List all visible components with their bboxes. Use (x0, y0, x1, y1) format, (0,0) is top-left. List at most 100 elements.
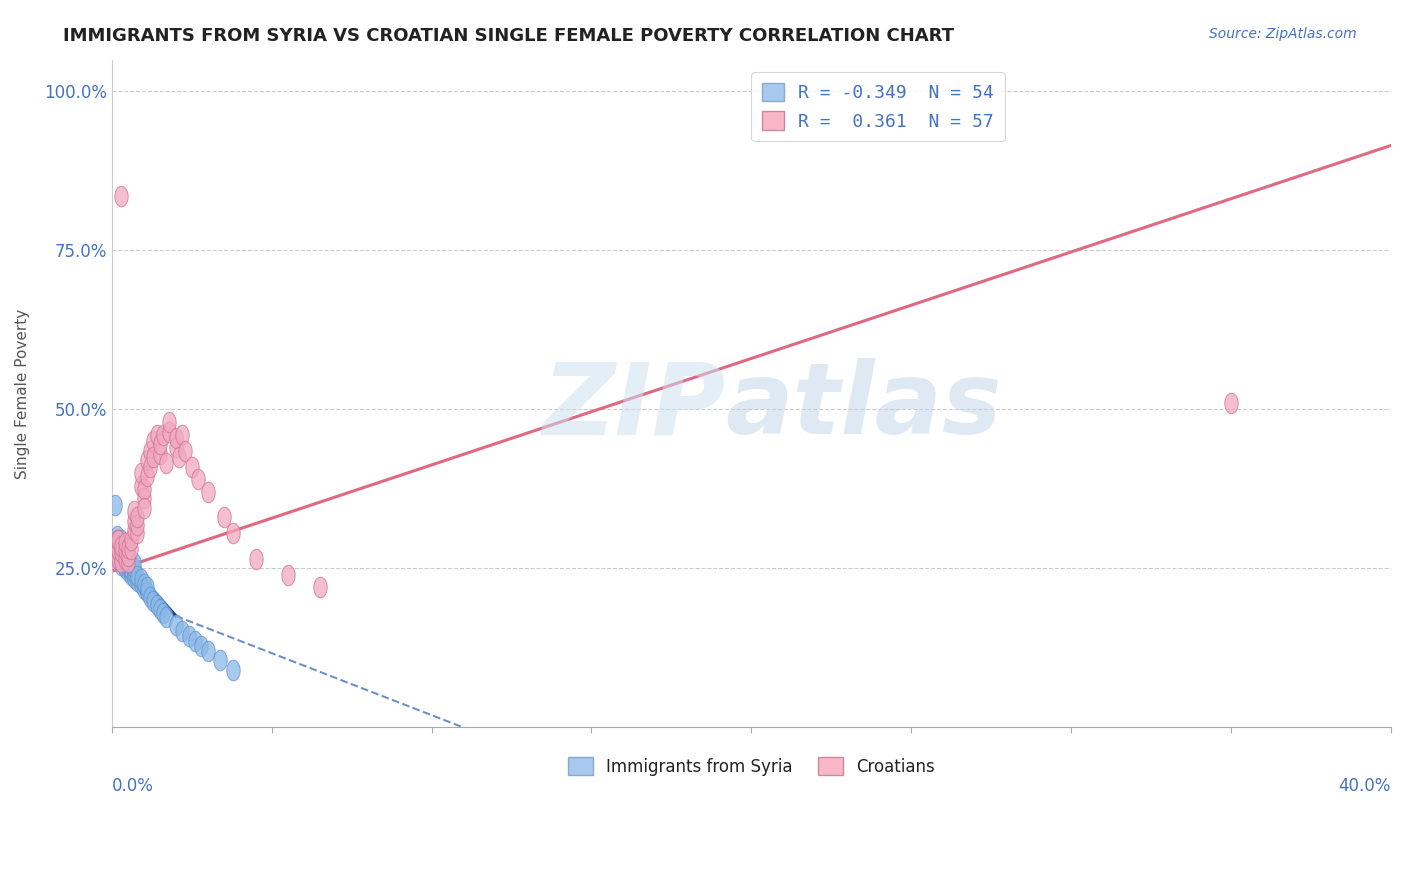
Y-axis label: Single Female Poverty: Single Female Poverty (15, 309, 30, 478)
Point (103, 551, 125, 566)
Point (145, 427, 167, 442)
Point (122, 504, 145, 518)
Point (122, 523, 145, 537)
Point (132, 491, 155, 506)
Point (165, 618, 187, 632)
Point (139, 590, 162, 604)
Point (136, 585, 159, 599)
Text: IMMIGRANTS FROM SYRIA VS CROATIAN SINGLE FEMALE POVERTY CORRELATION CHART: IMMIGRANTS FROM SYRIA VS CROATIAN SINGLE… (63, 27, 955, 45)
Point (110, 551, 132, 566)
Point (149, 447, 172, 461)
Point (107, 543, 129, 558)
Point (107, 533, 129, 547)
Point (104, 539, 127, 553)
Point (103, 551, 125, 566)
Point (132, 582, 155, 596)
Point (114, 551, 136, 566)
Point (308, 580, 330, 594)
Point (107, 539, 129, 553)
Point (145, 598, 167, 612)
Point (117, 549, 139, 563)
Point (104, 536, 127, 550)
Point (104, 545, 127, 559)
Point (129, 466, 152, 480)
Point (177, 629, 200, 643)
Point (155, 456, 177, 470)
Text: atlas: atlas (725, 359, 1002, 455)
Point (167, 450, 190, 464)
Point (117, 545, 139, 559)
Point (120, 533, 142, 547)
Point (127, 574, 149, 588)
Text: Source: ZipAtlas.com: Source: ZipAtlas.com (1209, 27, 1357, 41)
Point (157, 415, 180, 429)
Point (110, 549, 132, 563)
Point (114, 561, 136, 575)
Point (136, 580, 159, 594)
Point (165, 441, 187, 455)
Point (245, 551, 267, 566)
Point (152, 427, 174, 442)
Point (117, 549, 139, 564)
Point (212, 510, 235, 524)
Point (107, 551, 129, 566)
Point (114, 536, 136, 550)
Point (117, 555, 139, 569)
Point (129, 478, 152, 492)
Point (127, 526, 149, 541)
Point (129, 572, 152, 586)
Text: 0.0%: 0.0% (111, 777, 153, 796)
Point (127, 518, 149, 533)
Point (172, 427, 194, 442)
Point (149, 437, 172, 451)
Point (120, 567, 142, 582)
Point (184, 633, 207, 648)
Point (132, 500, 155, 515)
Point (149, 602, 172, 616)
Point (122, 566, 145, 580)
Point (277, 567, 299, 582)
Point (139, 459, 162, 474)
Point (136, 469, 159, 483)
Point (129, 577, 152, 591)
Point (110, 543, 132, 558)
Legend: Immigrants from Syria, Croatians: Immigrants from Syria, Croatians (561, 751, 942, 782)
Point (107, 533, 129, 547)
Point (136, 453, 159, 467)
Text: 40.0%: 40.0% (1339, 777, 1391, 796)
Point (120, 542, 142, 557)
Point (142, 434, 165, 448)
Point (107, 551, 129, 566)
Point (197, 485, 219, 500)
Point (110, 539, 132, 553)
Point (117, 555, 139, 569)
Point (105, 549, 128, 563)
Point (114, 547, 136, 561)
Point (132, 576, 155, 591)
Point (165, 431, 187, 445)
Point (122, 556, 145, 570)
Point (122, 561, 145, 575)
Point (142, 594, 165, 608)
Point (117, 541, 139, 555)
Point (174, 443, 197, 458)
Point (120, 562, 142, 576)
Point (117, 560, 139, 574)
Point (1220, 396, 1243, 410)
Point (110, 558, 132, 572)
Point (110, 189, 132, 203)
Point (114, 542, 136, 557)
Point (122, 514, 145, 528)
Point (222, 663, 245, 677)
Point (104, 498, 127, 512)
Point (180, 459, 202, 474)
Point (222, 526, 245, 541)
Point (114, 543, 136, 558)
Point (157, 425, 180, 439)
Point (172, 624, 194, 638)
Point (155, 609, 177, 624)
Point (127, 569, 149, 583)
Point (152, 606, 174, 620)
Point (142, 450, 165, 464)
Point (190, 639, 212, 653)
